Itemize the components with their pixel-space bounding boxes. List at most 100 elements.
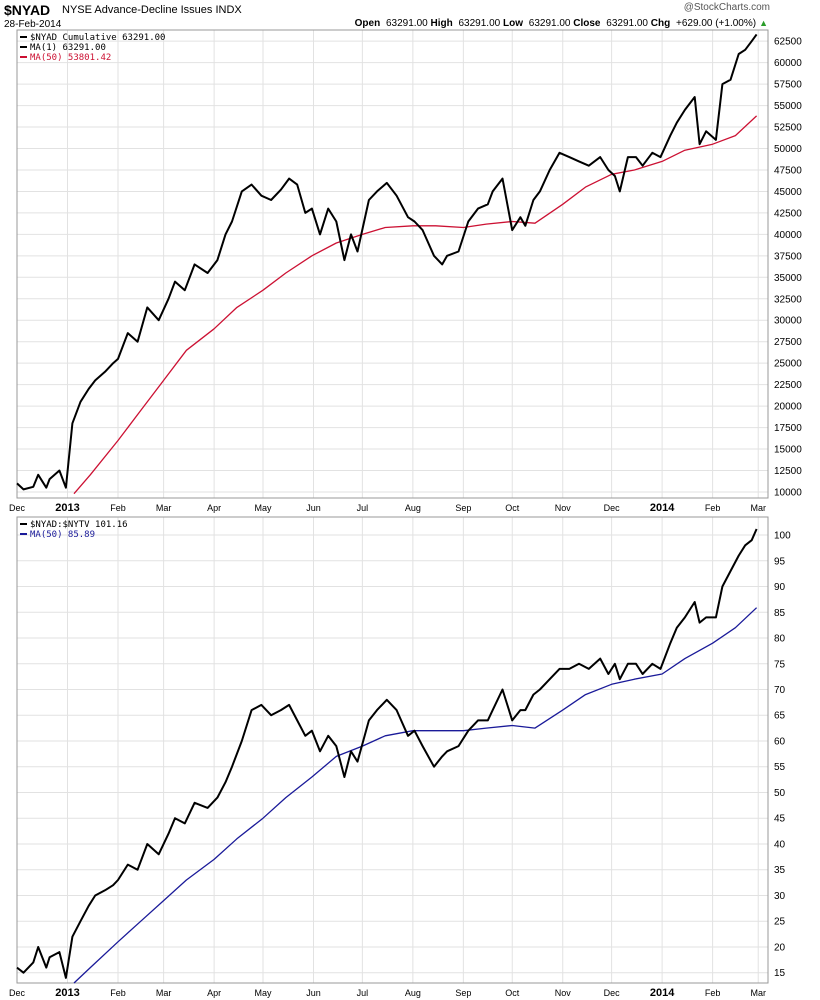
x-tick-label: Feb [705,988,721,998]
y-tick-label: 50000 [774,144,802,155]
y-tick-label: 15000 [774,445,802,456]
x-tick-label: Oct [505,503,520,513]
y-tick-label: 60000 [774,58,802,69]
y-tick-label: 32500 [774,294,802,305]
series-line-nyad-nytv [16,528,758,979]
plot-frame [16,516,769,984]
y-tick-label: 75 [774,659,786,670]
x-tick-label: Sep [455,503,471,513]
up-arrow-icon: ▲ [759,18,768,28]
y-tick-label: 20 [774,942,786,953]
plot-frame [16,29,769,499]
x-tick-label: 2013 [55,987,79,999]
y-tick-label: 20000 [774,402,802,413]
y-tick-label: 57500 [774,80,802,91]
y-tick-label: 35000 [774,273,802,284]
x-tick-label: May [254,503,272,513]
y-tick-label: 60 [774,736,786,747]
y-tick-label: 40 [774,839,786,850]
x-tick-label: Feb [110,988,126,998]
watermark: @StockCharts.com [683,2,770,13]
x-tick-label: Aug [405,503,421,513]
legend-entry: MA(1) 63291.00 [30,43,106,53]
y-tick-label: 15 [774,968,786,979]
y-tick-label: 30000 [774,316,802,327]
y-tick-label: 90 [774,582,786,593]
legend-entry: $NYAD:$NYTV 101.16 [30,520,128,530]
y-tick-label: 65 [774,711,786,722]
y-tick-label: 30 [774,891,786,902]
x-tick-label: Apr [207,503,221,513]
y-tick-label: 40000 [774,230,802,241]
chart-panel-1: 10000 12500 15000 17500 20000 22500 25000 27500… [9,29,802,514]
open-value: 63291.00 [385,18,428,29]
y-tick-label: 45 [774,814,786,825]
x-tick-label: Mar [750,988,766,998]
series-line-ma-50 [73,607,758,984]
y-tick-label: 35 [774,865,786,876]
chg-label: Chg [650,18,671,29]
low-value: 63291.00 [528,18,571,29]
x-tick-label: Nov [555,988,572,998]
x-tick-label: Dec [9,503,26,513]
open-label: Open [354,18,381,29]
x-tick-label: Oct [505,988,520,998]
y-tick-label: 25 [774,917,786,928]
x-tick-label: Apr [207,988,221,998]
y-tick-label: 27500 [774,337,802,348]
x-tick-label: 2014 [650,502,675,514]
x-tick-label: Mar [156,503,172,513]
x-tick-label: Mar [156,988,172,998]
legend-entry: MA(50) 53801.42 [30,53,111,63]
x-tick-label: Dec [9,988,26,998]
x-tick-label: 2013 [55,502,79,514]
y-tick-label: 45000 [774,187,802,198]
x-tick-label: Jul [357,988,369,998]
series-line-nyad-cumulative [16,33,758,491]
close-value: 63291.00 [606,18,648,29]
chart-date: 28-Feb-2014 [4,19,62,30]
x-tick-label: Jul [357,503,369,513]
low-label: Low [502,18,523,29]
symbol-description: NYSE Advance-Decline Issues [62,4,213,16]
y-tick-label: 70 [774,685,786,696]
chart-panel-2: 15 20 25 30 35 40 45 50 55 60 65 70 75 80 85 90 95 100 Dec… [9,516,791,999]
y-tick-label: 85 [774,608,786,619]
high-label: High [430,18,453,29]
x-tick-label: Feb [110,503,126,513]
x-tick-label: Nov [555,503,572,513]
exchange-label: INDX [215,4,242,16]
y-tick-label: 12500 [774,466,802,477]
x-tick-label: Dec [604,503,621,513]
x-tick-label: Feb [705,503,721,513]
chart-header: $NYAD NYSE Advance-Decline Issues INDX 2… [0,0,820,34]
y-tick-label: 100 [774,531,791,542]
y-tick-label: 55 [774,762,786,773]
y-tick-label: 55000 [774,101,802,112]
x-tick-label: Mar [750,503,766,513]
y-tick-label: 50 [774,788,786,799]
x-tick-label: Sep [455,988,471,998]
x-tick-label: 2014 [650,987,675,999]
ohlc-readout: Open 63291.00 High 63291.00 Low 63291.00… [355,18,768,29]
chg-value: +629.00 (+1.00%) [676,18,757,29]
y-tick-label: 42500 [774,208,802,219]
x-tick-label: Dec [604,988,621,998]
y-tick-label: 62500 [774,37,802,48]
x-tick-label: Jun [306,988,321,998]
symbol-name: NYSE Advance-Decline Issues INDX [62,4,242,16]
x-tick-label: Aug [405,988,421,998]
legend-entry: MA(50) 85.89 [30,530,95,540]
x-tick-label: Jun [306,503,321,513]
y-tick-label: 17500 [774,423,802,434]
legend-entry: $NYAD Cumulative 63291.00 [30,33,165,43]
y-tick-label: 10000 [774,487,802,498]
x-tick-label: May [254,988,272,998]
y-tick-label: 52500 [774,123,802,134]
symbol-title: $NYAD [4,2,51,18]
high-value: 63291.00 [458,18,501,29]
series-line-ma-50 [73,115,758,495]
y-tick-label: 47500 [774,165,802,176]
y-tick-label: 22500 [774,380,802,391]
